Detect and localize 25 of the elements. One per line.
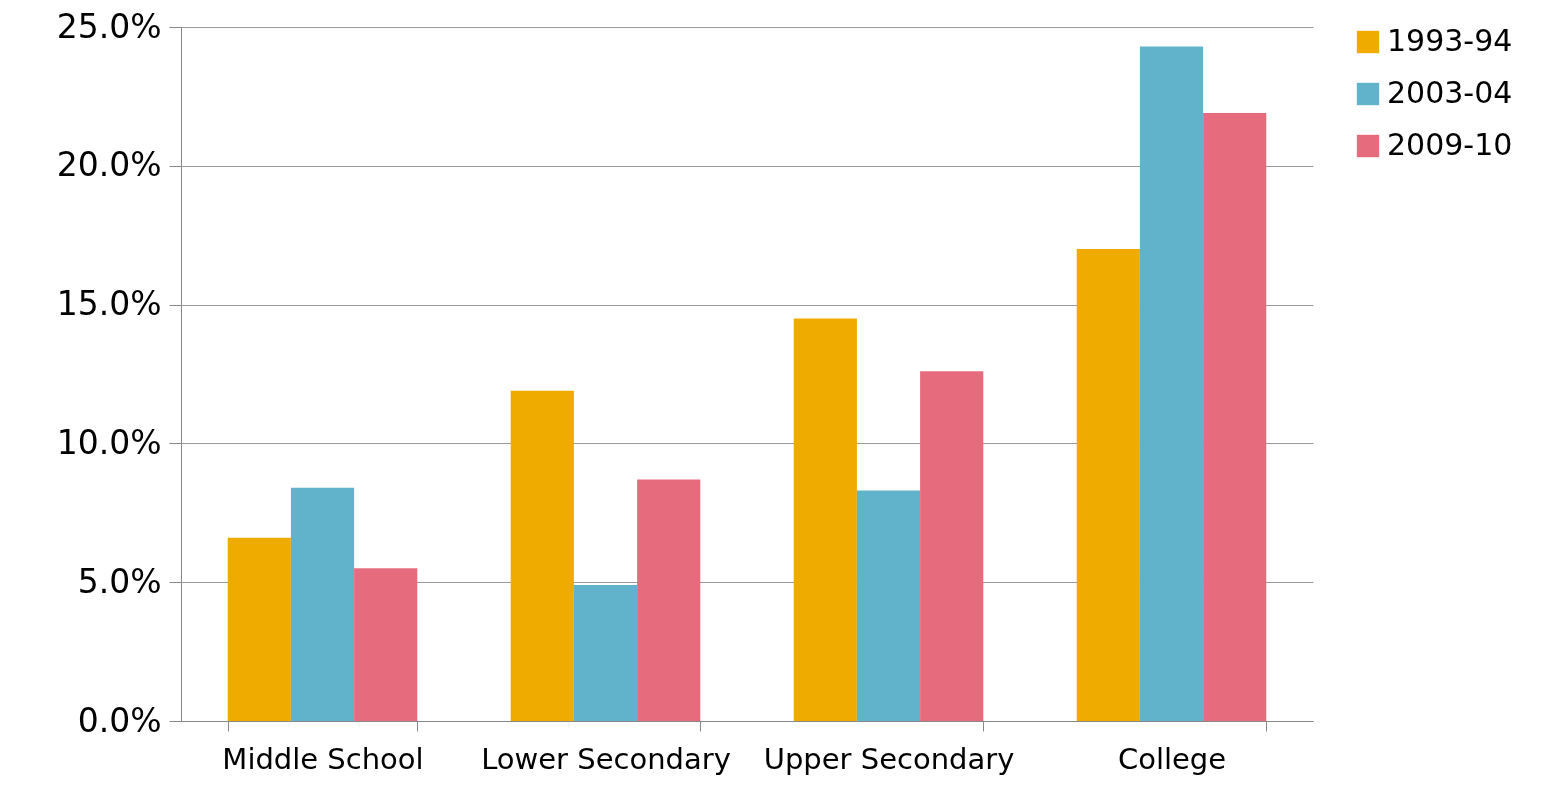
bar: [573, 584, 638, 721]
y-tick-label: 5.0%: [77, 561, 162, 601]
y-tick-label: 25.0%: [56, 6, 162, 46]
legend-label: 2003-04: [1387, 75, 1513, 110]
bar: [1076, 249, 1140, 721]
bar: [793, 318, 857, 721]
x-tick-label: Middle School: [222, 741, 424, 776]
x-tick-label: Lower Secondary: [481, 741, 731, 776]
y-tick-label: 15.0%: [56, 284, 162, 324]
bar: [1139, 46, 1204, 721]
bar: [510, 390, 574, 721]
y-tick-label: 0.0%: [77, 700, 162, 740]
legend-label: 1993-94: [1387, 23, 1513, 58]
legend-label: 2009-10: [1387, 127, 1513, 162]
x-tick-label: College: [1117, 741, 1227, 776]
bar: [637, 479, 701, 721]
x-tick-label: Upper Secondary: [763, 741, 1015, 776]
bar: [856, 490, 921, 721]
y-tick-label: 20.0%: [56, 145, 162, 185]
bar: [227, 537, 291, 721]
bar: [354, 568, 418, 721]
bar: [920, 371, 984, 721]
bar: [1203, 113, 1267, 721]
y-tick-label: 10.0%: [56, 422, 162, 462]
bar: [290, 487, 355, 721]
